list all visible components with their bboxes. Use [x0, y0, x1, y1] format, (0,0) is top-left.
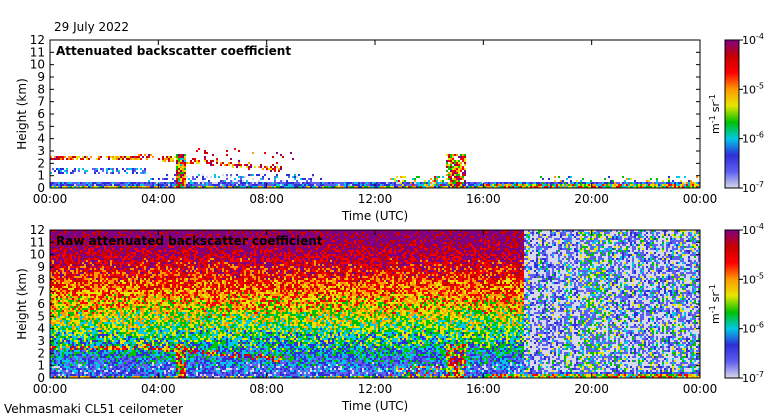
- x-tick-label: 16:00: [466, 192, 501, 206]
- y-tick-label: 1: [37, 169, 45, 183]
- y-tick-label: 0: [37, 371, 45, 385]
- colorbar-tick-label: 10-4: [742, 222, 764, 237]
- y-tick-label: 9: [37, 70, 45, 84]
- y-tick-label: 8: [37, 272, 45, 286]
- y-tick-label: 2: [37, 346, 45, 360]
- y-tick-label: 11: [30, 235, 45, 249]
- chart-panel-2: Raw attenuated backscatter coefficient01…: [15, 222, 764, 413]
- colorbar-tick-label: 10-6: [742, 321, 764, 336]
- y-tick-label: 10: [30, 58, 45, 72]
- x-tick-label: 00:00: [33, 192, 68, 206]
- chart-title: Attenuated backscatter coefficient: [56, 44, 291, 58]
- x-tick-label: 00:00: [33, 382, 68, 396]
- heatmap-cells: [50, 148, 700, 188]
- colorbar-tick-label: 10-4: [742, 32, 764, 47]
- colorbar-gradient: [724, 229, 740, 379]
- date-label: 29 July 2022: [54, 20, 129, 34]
- y-tick-label: 5: [37, 119, 45, 133]
- y-tick-label: 6: [37, 297, 45, 311]
- instrument-label: Vehmasmaki CL51 ceilometer: [4, 402, 183, 416]
- heatmap-cells: [50, 230, 700, 378]
- colorbar-tick-label: 10-5: [742, 271, 764, 286]
- chart-title: Raw attenuated backscatter coefficient: [56, 234, 323, 248]
- y-tick-label: 8: [37, 82, 45, 96]
- x-tick-label: 04:00: [141, 382, 176, 396]
- colorbar-gradient: [724, 39, 740, 189]
- x-tick-label: 04:00: [141, 192, 176, 206]
- y-axis-label: Height (km): [15, 268, 29, 339]
- x-axis-label: Time (UTC): [341, 399, 408, 413]
- x-tick-label: 00:00: [683, 382, 718, 396]
- x-tick-label: 00:00: [683, 192, 718, 206]
- colorbar-tick-label: 10-7: [742, 370, 764, 385]
- x-tick-label: 08:00: [249, 382, 284, 396]
- colorbar-tick-label: 10-5: [742, 81, 764, 96]
- x-tick-label: 16:00: [466, 382, 501, 396]
- y-tick-label: 12: [30, 223, 45, 237]
- y-tick-label: 7: [37, 95, 45, 109]
- y-tick-label: 11: [30, 45, 45, 59]
- y-axis-label: Height (km): [15, 78, 29, 149]
- x-tick-label: 20:00: [574, 382, 609, 396]
- y-tick-label: 2: [37, 156, 45, 170]
- y-tick-label: 4: [37, 132, 45, 146]
- y-tick-label: 4: [37, 322, 45, 336]
- y-tick-label: 3: [37, 144, 45, 158]
- y-tick-label: 12: [30, 33, 45, 47]
- y-tick-label: 6: [37, 107, 45, 121]
- colorbar: 10-4 10-5 10-6 10-7 m-1sr-1: [708, 32, 764, 195]
- colorbar-tick-label: 10-7: [742, 180, 764, 195]
- colorbar-unit: m-1sr-1: [708, 94, 722, 134]
- x-tick-label: 20:00: [574, 192, 609, 206]
- y-tick-label: 10: [30, 248, 45, 262]
- y-tick-label: 5: [37, 309, 45, 323]
- x-tick-label: 12:00: [358, 192, 393, 206]
- y-tick-label: 0: [37, 181, 45, 195]
- y-tick-label: 3: [37, 334, 45, 348]
- chart-panel-1: Attenuated backscatter coefficient012345…: [15, 32, 764, 223]
- colorbar: 10-4 10-5 10-6 10-7 m-1sr-1: [708, 222, 764, 385]
- colorbar-unit: m-1sr-1: [708, 284, 722, 324]
- x-tick-label: 08:00: [249, 192, 284, 206]
- y-tick-label: 9: [37, 260, 45, 274]
- y-tick-label: 7: [37, 285, 45, 299]
- x-axis-label: Time (UTC): [341, 209, 408, 223]
- plot-area: [50, 40, 700, 188]
- x-tick-label: 12:00: [358, 382, 393, 396]
- colorbar-tick-label: 10-6: [742, 131, 764, 146]
- y-tick-label: 1: [37, 359, 45, 373]
